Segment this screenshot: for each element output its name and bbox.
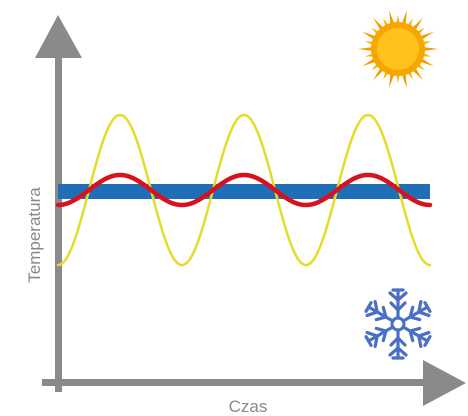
snowflake-arm	[364, 299, 395, 323]
indoor-temperature-wave	[55, 172, 433, 208]
snowflake-stroke	[396, 336, 407, 347]
sun-ray	[389, 10, 395, 27]
sun-ray	[358, 46, 375, 52]
snowflake-stroke	[373, 334, 379, 349]
snowflake-stroke	[396, 291, 408, 302]
y-axis-line	[55, 55, 62, 392]
snowflake-arm	[364, 325, 395, 349]
snowflake-stroke	[374, 315, 388, 322]
snowflake-arm	[388, 328, 408, 360]
snowflake-stroke	[389, 336, 400, 347]
snowflake-stroke	[373, 299, 379, 314]
snowflake-arms	[364, 288, 432, 360]
snowflake-stroke	[366, 325, 395, 343]
snowflake-stroke	[401, 325, 430, 343]
snowflake-stroke	[408, 326, 422, 333]
y-axis	[35, 15, 82, 392]
snowflake-stroke	[408, 305, 415, 319]
snowflake-stroke	[364, 301, 373, 313]
sun-ray	[401, 10, 407, 27]
snowflake-stroke	[417, 330, 431, 338]
snowflake-stroke	[381, 305, 388, 319]
snowflake-stroke	[396, 346, 408, 357]
snowflake-stroke	[374, 326, 388, 333]
snowflake-stroke	[365, 330, 379, 338]
snowflake-stroke	[388, 346, 400, 357]
sun-icon	[358, 10, 438, 88]
snowflake-arm	[401, 325, 432, 349]
snowflake-stroke	[408, 329, 415, 343]
snowflake-stroke	[365, 310, 379, 318]
snowflake-stroke	[417, 310, 431, 318]
snowflake-stroke	[389, 301, 400, 312]
snowflake-stroke	[388, 291, 400, 302]
sun-rays	[358, 10, 438, 88]
x-axis	[42, 360, 466, 406]
snowflake-center	[390, 316, 406, 332]
sun-ray	[421, 46, 438, 52]
snowflake-stroke	[366, 305, 395, 323]
snowflake-arm	[388, 288, 408, 320]
snowflake-stroke	[364, 335, 373, 347]
x-axis-label: Czas	[229, 397, 268, 416]
snowflake-stroke	[401, 305, 430, 323]
snowflake-stroke	[423, 301, 432, 313]
snowflake-stroke	[381, 329, 388, 343]
snowflake-stroke	[417, 299, 423, 314]
sun-ray	[401, 71, 407, 88]
snowflake-stroke	[396, 301, 407, 312]
snowflake-arm	[401, 299, 432, 323]
setpoint-band	[58, 184, 430, 199]
x-axis-arrowhead	[423, 360, 466, 406]
outdoor-temperature-wave	[56, 113, 432, 267]
snowflake-stroke	[417, 334, 423, 349]
y-axis-arrowhead	[35, 15, 82, 58]
sun-ray	[389, 71, 395, 88]
snowflake-stroke	[423, 335, 432, 347]
x-axis-line	[42, 379, 432, 386]
snowflake-icon	[364, 288, 432, 360]
y-axis-label: Temperatura	[25, 187, 44, 283]
sun-core-highlight	[377, 28, 419, 70]
snowflake-stroke	[408, 315, 422, 322]
